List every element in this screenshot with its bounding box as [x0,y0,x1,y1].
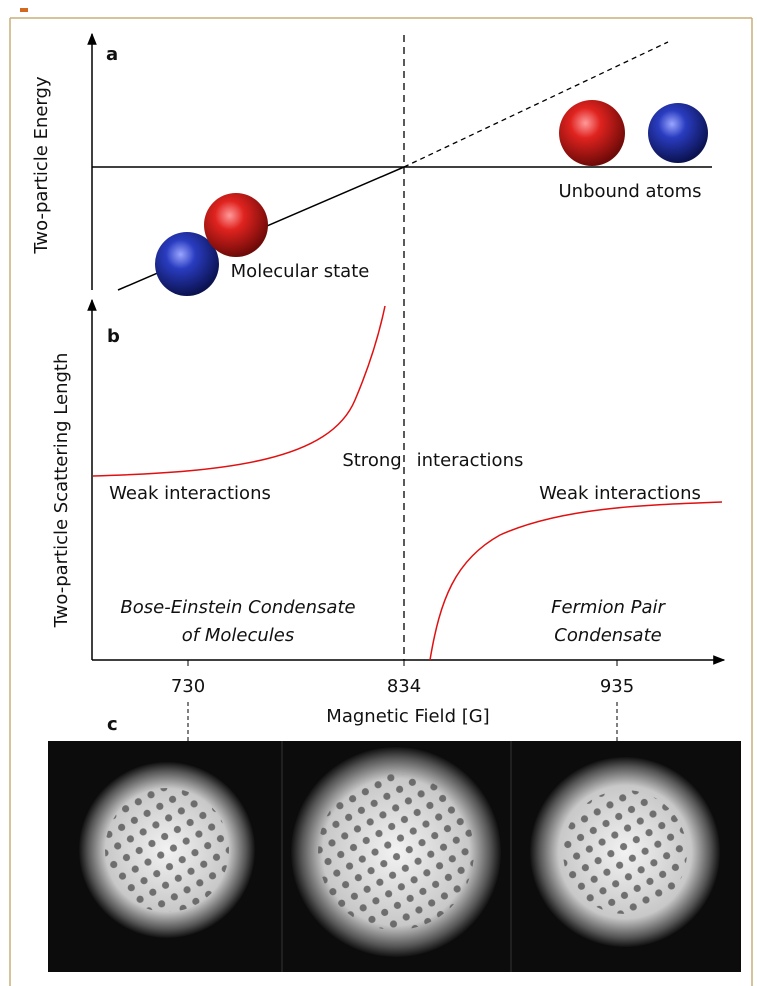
corner-mark [20,8,28,12]
panel-label: a [106,44,118,65]
vortex-lattice [563,790,687,914]
panel-label: c [107,714,118,735]
annotation: Strong [342,450,401,471]
annotation: interactions [417,450,524,471]
atom-red [559,100,625,166]
annotation: Weak interactions [109,483,271,504]
annotation: Condensate [554,625,661,646]
atom-blue [648,103,708,163]
annotation: Unbound atoms [559,181,702,202]
tick-label: 730 [171,676,205,697]
y-axis-label: Two-particle Energy [31,76,52,255]
annotation: Weak interactions [539,483,701,504]
cloud-image [79,762,255,938]
annotation: of Molecules [182,625,294,646]
scattering-curve [93,306,385,476]
vortex-lattice [105,788,229,912]
cloud-image [291,747,501,957]
x-axis-label: Magnetic Field [G] [326,706,489,727]
figure: a Two-particle Energy Unbound atoms Mole… [0,0,757,986]
cloud-image [530,757,720,947]
atom-red [204,193,268,257]
y-axis-label: Two-particle Scattering Length [51,353,72,629]
annotation: Fermion Pair [551,597,666,618]
continuation-line [404,42,668,167]
annotation: Bose-Einstein Condensate [120,597,355,618]
vortex-lattice [318,774,474,930]
panel-label: b [107,326,120,347]
annotation: Molecular state [231,261,370,282]
tick-label: 834 [387,676,421,697]
tick-label: 935 [600,676,634,697]
